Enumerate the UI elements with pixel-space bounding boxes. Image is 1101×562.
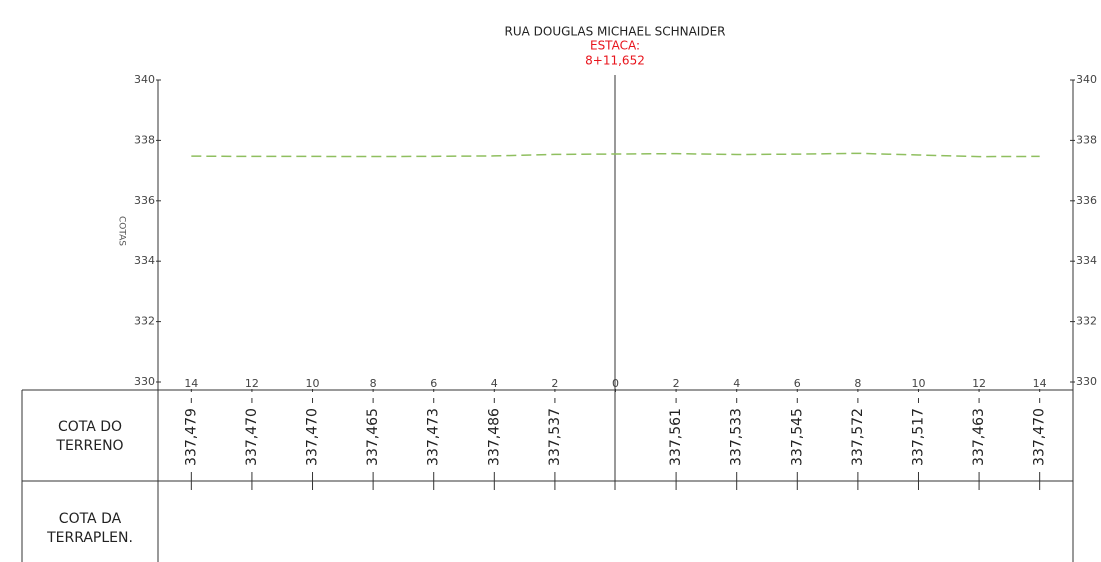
terrain-elevation: 337,470 xyxy=(1032,408,1048,466)
terrain-elevation: 337,470 xyxy=(244,408,260,466)
terrain-elevation: 337,537 xyxy=(547,408,563,466)
x-tick-label: 10 xyxy=(911,377,925,390)
x-tick-label: 2 xyxy=(551,377,558,390)
x-tick-label: 12 xyxy=(245,377,259,390)
y-axis-label: COTAS xyxy=(117,216,127,246)
y-tick-label: 332 xyxy=(134,315,155,328)
x-tick-label: 6 xyxy=(794,377,801,390)
x-tick-label: 12 xyxy=(972,377,986,390)
terrain-elevation: 337,465 xyxy=(365,408,381,466)
x-tick-label: 6 xyxy=(430,377,437,390)
terrain-line xyxy=(191,152,1040,158)
row-label: COTA DO xyxy=(58,419,122,435)
terrain-elevation: 337,470 xyxy=(305,408,321,466)
y-tick-label-right: 330 xyxy=(1076,375,1097,388)
terrain-elevation: 337,561 xyxy=(668,408,684,466)
row-label: COTA DA xyxy=(59,511,122,527)
x-tick-label: 10 xyxy=(306,377,320,390)
y-tick-label-right: 338 xyxy=(1076,133,1097,146)
y-tick-label-right: 334 xyxy=(1076,254,1097,267)
row-label: TERRENO xyxy=(55,438,123,454)
terrain-elevation: 337,572 xyxy=(850,408,866,466)
row-label: TERRAPLEN. xyxy=(46,530,133,546)
y-tick-label-right: 340 xyxy=(1076,73,1097,86)
x-tick-label: 8 xyxy=(854,377,861,390)
x-tick-label: 2 xyxy=(673,377,680,390)
x-tick-label: 14 xyxy=(184,377,198,390)
x-tick-label: 4 xyxy=(491,377,498,390)
terrain-elevation: 337,486 xyxy=(486,408,502,466)
terrain-elevation: 337,533 xyxy=(729,408,745,466)
y-tick-label: 330 xyxy=(134,375,155,388)
station-label: ESTACA: xyxy=(590,39,640,53)
terrain-elevation: 337,479 xyxy=(183,408,199,466)
terrain-elevation: 337,473 xyxy=(426,408,442,466)
chart-title: RUA DOUGLAS MICHAEL SCHNAIDER xyxy=(504,25,725,39)
y-tick-label: 338 xyxy=(134,133,155,146)
y-tick-label: 334 xyxy=(134,254,155,267)
x-tick-label: 8 xyxy=(370,377,377,390)
terrain-elevation: 337,545 xyxy=(789,408,805,466)
y-tick-label: 336 xyxy=(134,194,155,207)
station-value: 8+11,652 xyxy=(585,54,645,68)
terrain-elevation: 337,463 xyxy=(971,408,987,466)
y-tick-label-right: 332 xyxy=(1076,315,1097,328)
terrain-elevation: 337,517 xyxy=(910,408,926,466)
x-tick-label: 4 xyxy=(733,377,740,390)
y-tick-label-right: 336 xyxy=(1076,194,1097,207)
x-tick-label: 14 xyxy=(1033,377,1047,390)
x-tick-label: 0 xyxy=(612,377,619,390)
y-tick-label: 340 xyxy=(134,73,155,86)
